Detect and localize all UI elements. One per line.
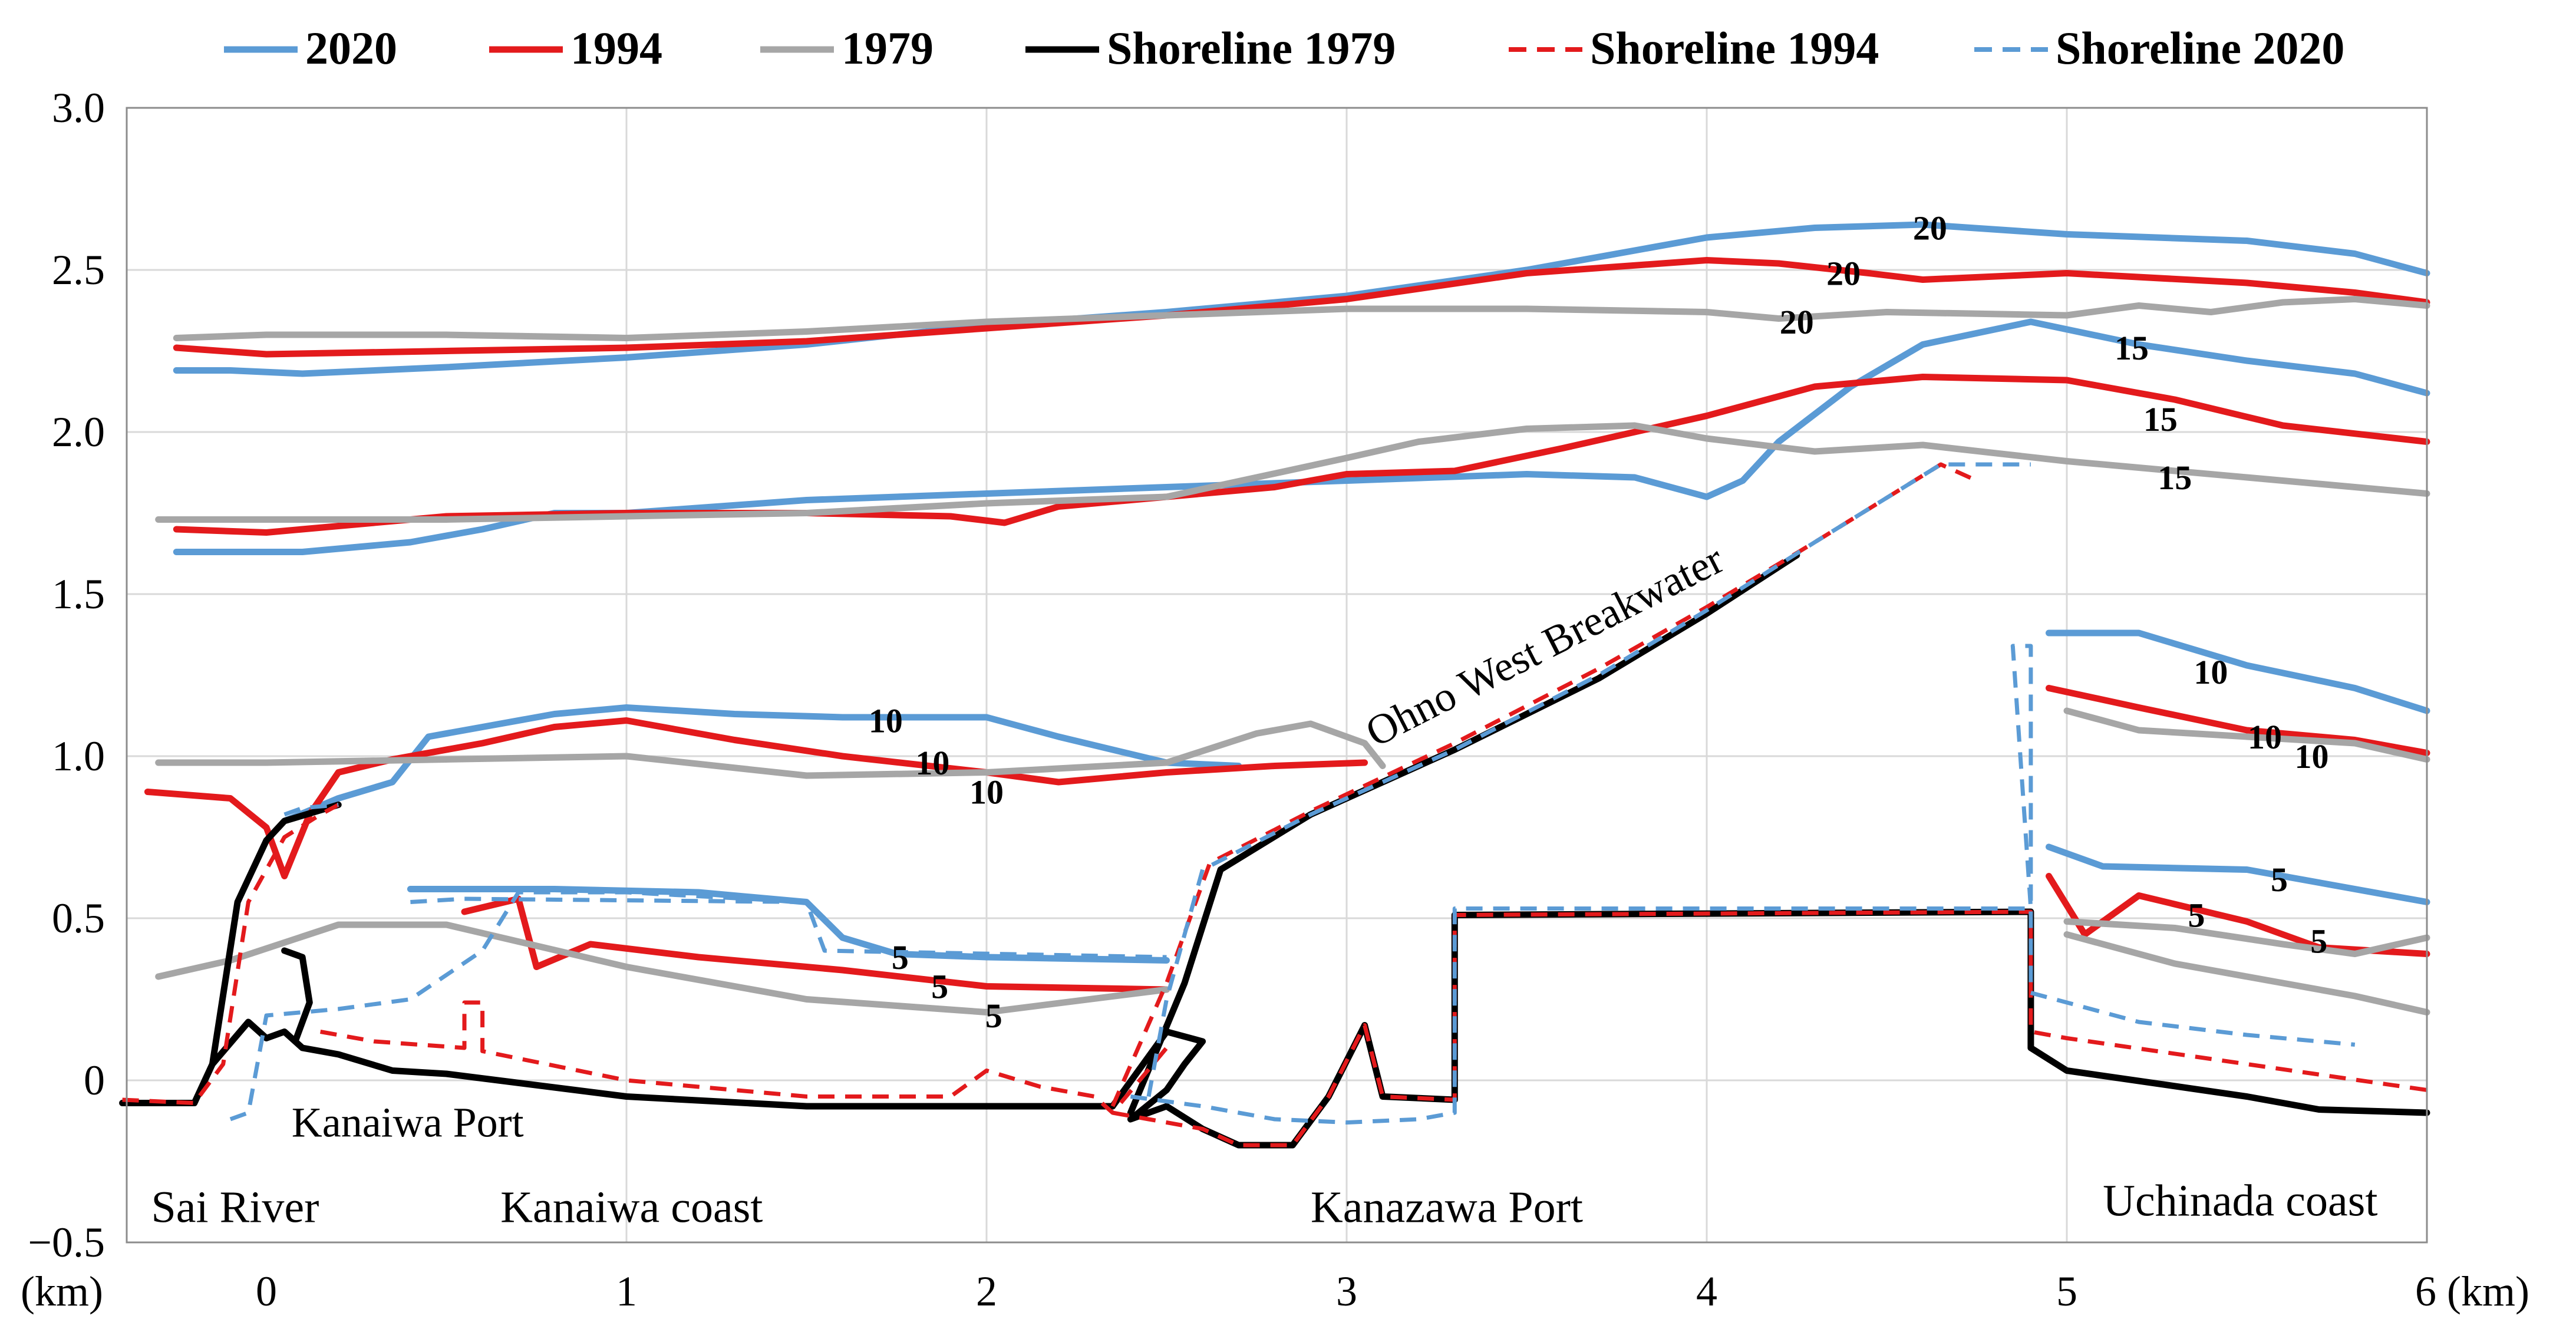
series-line-1994 — [461, 895, 1170, 993]
series-line-shoreline-2020 — [1130, 644, 2356, 1125]
y-tick-label: 3.0 — [52, 84, 105, 131]
series-group — [119, 221, 2430, 1149]
contour-label: 10 — [869, 702, 903, 740]
region-label: Kanazawa Port — [1311, 1183, 1583, 1232]
x-tick-label: 3 — [1336, 1268, 1357, 1315]
legend-label: 2020 — [305, 22, 397, 74]
y-tick-label: 1.5 — [52, 571, 105, 618]
x-tick-label: 5 — [2056, 1268, 2077, 1315]
y-tick-label: 0 — [84, 1057, 105, 1104]
x-tick-label: 6 (km) — [2415, 1268, 2529, 1315]
contour-label: 15 — [2143, 400, 2178, 438]
legend-label: 1994 — [570, 22, 662, 74]
legend: 2020 1994 1979 Shoreline 1979 Shoreline 1994… — [224, 22, 2344, 74]
legend-label: Shoreline 1979 — [1107, 22, 1396, 74]
series-line-shoreline-1979 — [119, 802, 342, 1106]
contour-label: 15 — [2158, 459, 2192, 497]
region-label: Kanaiwa coast — [500, 1183, 763, 1232]
series-line-2020 — [407, 886, 1170, 964]
y-tick-label: 2.0 — [52, 408, 105, 456]
region-label: Sai River — [151, 1183, 319, 1232]
x-tick-label: 2 — [976, 1268, 997, 1315]
series-line-shoreline-1979 — [1127, 552, 1800, 1116]
plot-border — [126, 107, 2428, 1244]
contour-label: 5 — [2271, 860, 2288, 899]
series-line-1979 — [2063, 918, 2430, 957]
series-line-shoreline-1979 — [281, 947, 313, 1045]
series-line-1979 — [155, 921, 1170, 1015]
series-line-1979 — [2063, 931, 2430, 1015]
contour-label: 20 — [1780, 303, 1814, 341]
series-line-1979 — [155, 422, 2430, 523]
contour-label: 10 — [969, 773, 1004, 812]
contour-label: 15 — [2115, 329, 2149, 367]
series-line-1979 — [2063, 707, 2430, 763]
legend-label: 1979 — [842, 22, 934, 74]
series-line-1994 — [2046, 685, 2430, 756]
contour-label: 5 — [931, 968, 948, 1006]
region-label: Uchinada coast — [2103, 1176, 2377, 1226]
contour-label: 10 — [2248, 718, 2282, 756]
x-tick-label: 4 — [1696, 1268, 1717, 1315]
contour-label: 5 — [2188, 896, 2205, 935]
contour-label: 20 — [1913, 209, 1947, 248]
x-tick-label: (km) — [21, 1268, 103, 1315]
y-tick-label: 2.5 — [52, 246, 105, 294]
x-tick-label: 1 — [616, 1268, 637, 1315]
series-line-1979 — [155, 720, 1386, 779]
series-line-1979 — [173, 296, 2430, 341]
series-line-2020 — [2046, 629, 2430, 714]
series-line-shoreline-2020 — [229, 890, 807, 1122]
legend-label: Shoreline 2020 — [2056, 22, 2344, 74]
legend-label: Shoreline 1994 — [1590, 22, 1879, 74]
series-line-shoreline-2020 — [1146, 462, 2031, 1097]
series-line-shoreline-1994 — [319, 1000, 1169, 1115]
contour-label: 5 — [985, 997, 1002, 1035]
y-tick-label: −0.5 — [28, 1219, 105, 1266]
annotation-label: Kanaiwa Port — [292, 1099, 524, 1146]
axes: 3.0 2.5 2.0 1.5 1.0 0.5 0 −0.5(km) 0 1 2 3 4 5 6 (km) — [21, 84, 2529, 1315]
series-line-shoreline-2020 — [283, 803, 339, 817]
contour-label: 10 — [2194, 653, 2228, 691]
series-line-shoreline-2020 — [410, 896, 1167, 959]
series-line-1994 — [173, 257, 2430, 358]
series-line-shoreline-1994 — [122, 803, 339, 1105]
contour-label: 10 — [2294, 737, 2328, 776]
series-line-2020 — [2046, 843, 2430, 905]
series-line-1994 — [144, 717, 1368, 879]
series-line-2020 — [281, 704, 1242, 825]
y-tick-label: 1.0 — [52, 733, 105, 780]
contour-label: 20 — [1826, 255, 1861, 293]
contour-label: 5 — [892, 938, 909, 977]
contour-label: 5 — [2310, 922, 2327, 961]
x-tick-label: 0 — [256, 1268, 277, 1315]
contour-label: 10 — [915, 744, 949, 782]
y-tick-label: 0.5 — [52, 895, 105, 942]
